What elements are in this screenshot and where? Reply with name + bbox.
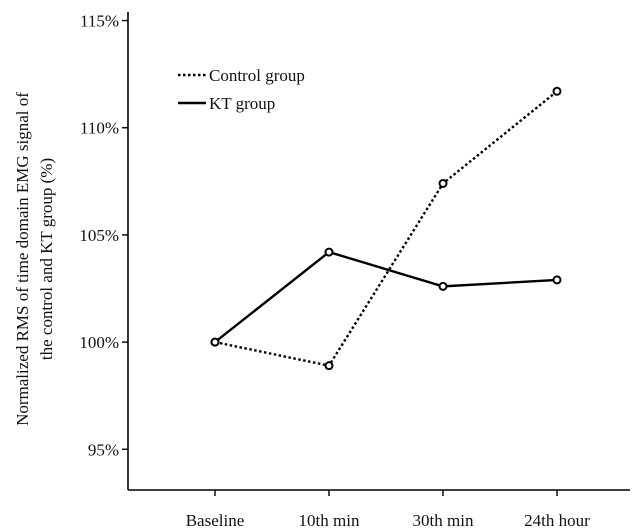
y-axis-title-line-2: the control and KT group (%) bbox=[37, 158, 56, 360]
x-ticks: Baseline 10th min 30th min 24th hour bbox=[186, 490, 590, 530]
data-point bbox=[552, 86, 562, 96]
data-point bbox=[324, 361, 334, 371]
y-tick-label: 95% bbox=[88, 440, 119, 459]
y-tick-label: 105% bbox=[79, 226, 119, 245]
legend-label: Control group bbox=[209, 66, 305, 85]
y-axis-title-line-1: Normalized RMS of time domain EMG signal… bbox=[13, 92, 32, 426]
y-ticks: 95% 100% 105% 110% 115% bbox=[79, 12, 128, 459]
series-group bbox=[210, 86, 562, 371]
legend-label: KT group bbox=[209, 94, 275, 113]
series-line bbox=[214, 90, 558, 368]
series-2 bbox=[210, 247, 562, 347]
y-tick-label: 110% bbox=[80, 119, 119, 138]
y-axis-title: Normalized RMS of time domain EMG signal… bbox=[13, 92, 56, 426]
series-1 bbox=[210, 86, 562, 371]
data-point bbox=[438, 281, 448, 291]
series-line bbox=[214, 250, 558, 344]
axes bbox=[127, 12, 630, 491]
y-tick-label: 100% bbox=[79, 333, 119, 352]
data-point bbox=[324, 247, 334, 257]
x-tick-label: 30th min bbox=[413, 511, 474, 530]
x-tick-label: Baseline bbox=[186, 511, 245, 530]
x-tick-label: 10th min bbox=[299, 511, 360, 530]
legend: Control group KT group bbox=[178, 66, 305, 113]
data-point bbox=[438, 178, 448, 188]
data-point bbox=[552, 275, 562, 285]
y-tick-label: 115% bbox=[80, 12, 119, 31]
data-point bbox=[210, 337, 220, 347]
x-tick-label: 24th hour bbox=[524, 511, 590, 530]
